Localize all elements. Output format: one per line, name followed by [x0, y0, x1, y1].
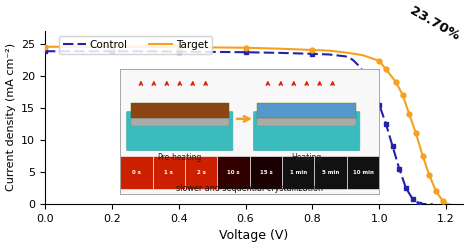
Target — [400, 93, 405, 96]
Text: 23.70%: 23.70% — [408, 4, 462, 43]
Control — [376, 103, 382, 106]
Control — [383, 122, 389, 125]
Target — [440, 199, 446, 202]
Control — [243, 51, 248, 54]
Target — [176, 46, 182, 49]
Control — [396, 167, 402, 170]
Control — [326, 53, 332, 56]
Control — [363, 74, 369, 77]
Control — [390, 145, 395, 148]
Target — [433, 190, 439, 193]
Control — [276, 51, 282, 54]
Target — [443, 202, 449, 205]
Control — [310, 52, 315, 55]
Target — [427, 174, 432, 177]
Target — [383, 68, 389, 71]
Control — [209, 50, 215, 53]
Control — [142, 50, 148, 53]
Target — [413, 132, 419, 135]
Control — [176, 50, 182, 53]
Target — [420, 155, 426, 157]
Target — [109, 45, 115, 48]
Target — [407, 113, 412, 116]
Line: Target: Target — [45, 47, 449, 204]
Control — [350, 58, 356, 61]
Target — [243, 46, 248, 49]
Target — [376, 60, 382, 62]
Target — [42, 45, 48, 48]
Control — [370, 87, 375, 90]
Y-axis label: Current density (mA cm⁻²): Current density (mA cm⁻²) — [6, 43, 16, 191]
Legend: Control, Target: Control, Target — [58, 36, 212, 54]
Control — [343, 55, 349, 58]
Control — [75, 50, 81, 53]
Target — [343, 51, 349, 54]
Target — [75, 45, 81, 48]
Target — [142, 45, 148, 48]
Control — [417, 202, 422, 205]
Target — [209, 46, 215, 49]
Control — [356, 64, 362, 67]
Control — [403, 186, 409, 189]
Target — [393, 81, 399, 84]
Control — [410, 198, 416, 201]
Line: Control: Control — [45, 51, 433, 204]
X-axis label: Voltage (V): Voltage (V) — [219, 229, 289, 243]
Control — [430, 203, 436, 206]
Target — [276, 47, 282, 50]
Target — [360, 54, 365, 57]
Target — [310, 49, 315, 52]
Control — [109, 50, 115, 53]
Target — [326, 49, 332, 52]
Control — [42, 50, 48, 53]
Control — [423, 203, 429, 206]
Target — [447, 203, 452, 206]
